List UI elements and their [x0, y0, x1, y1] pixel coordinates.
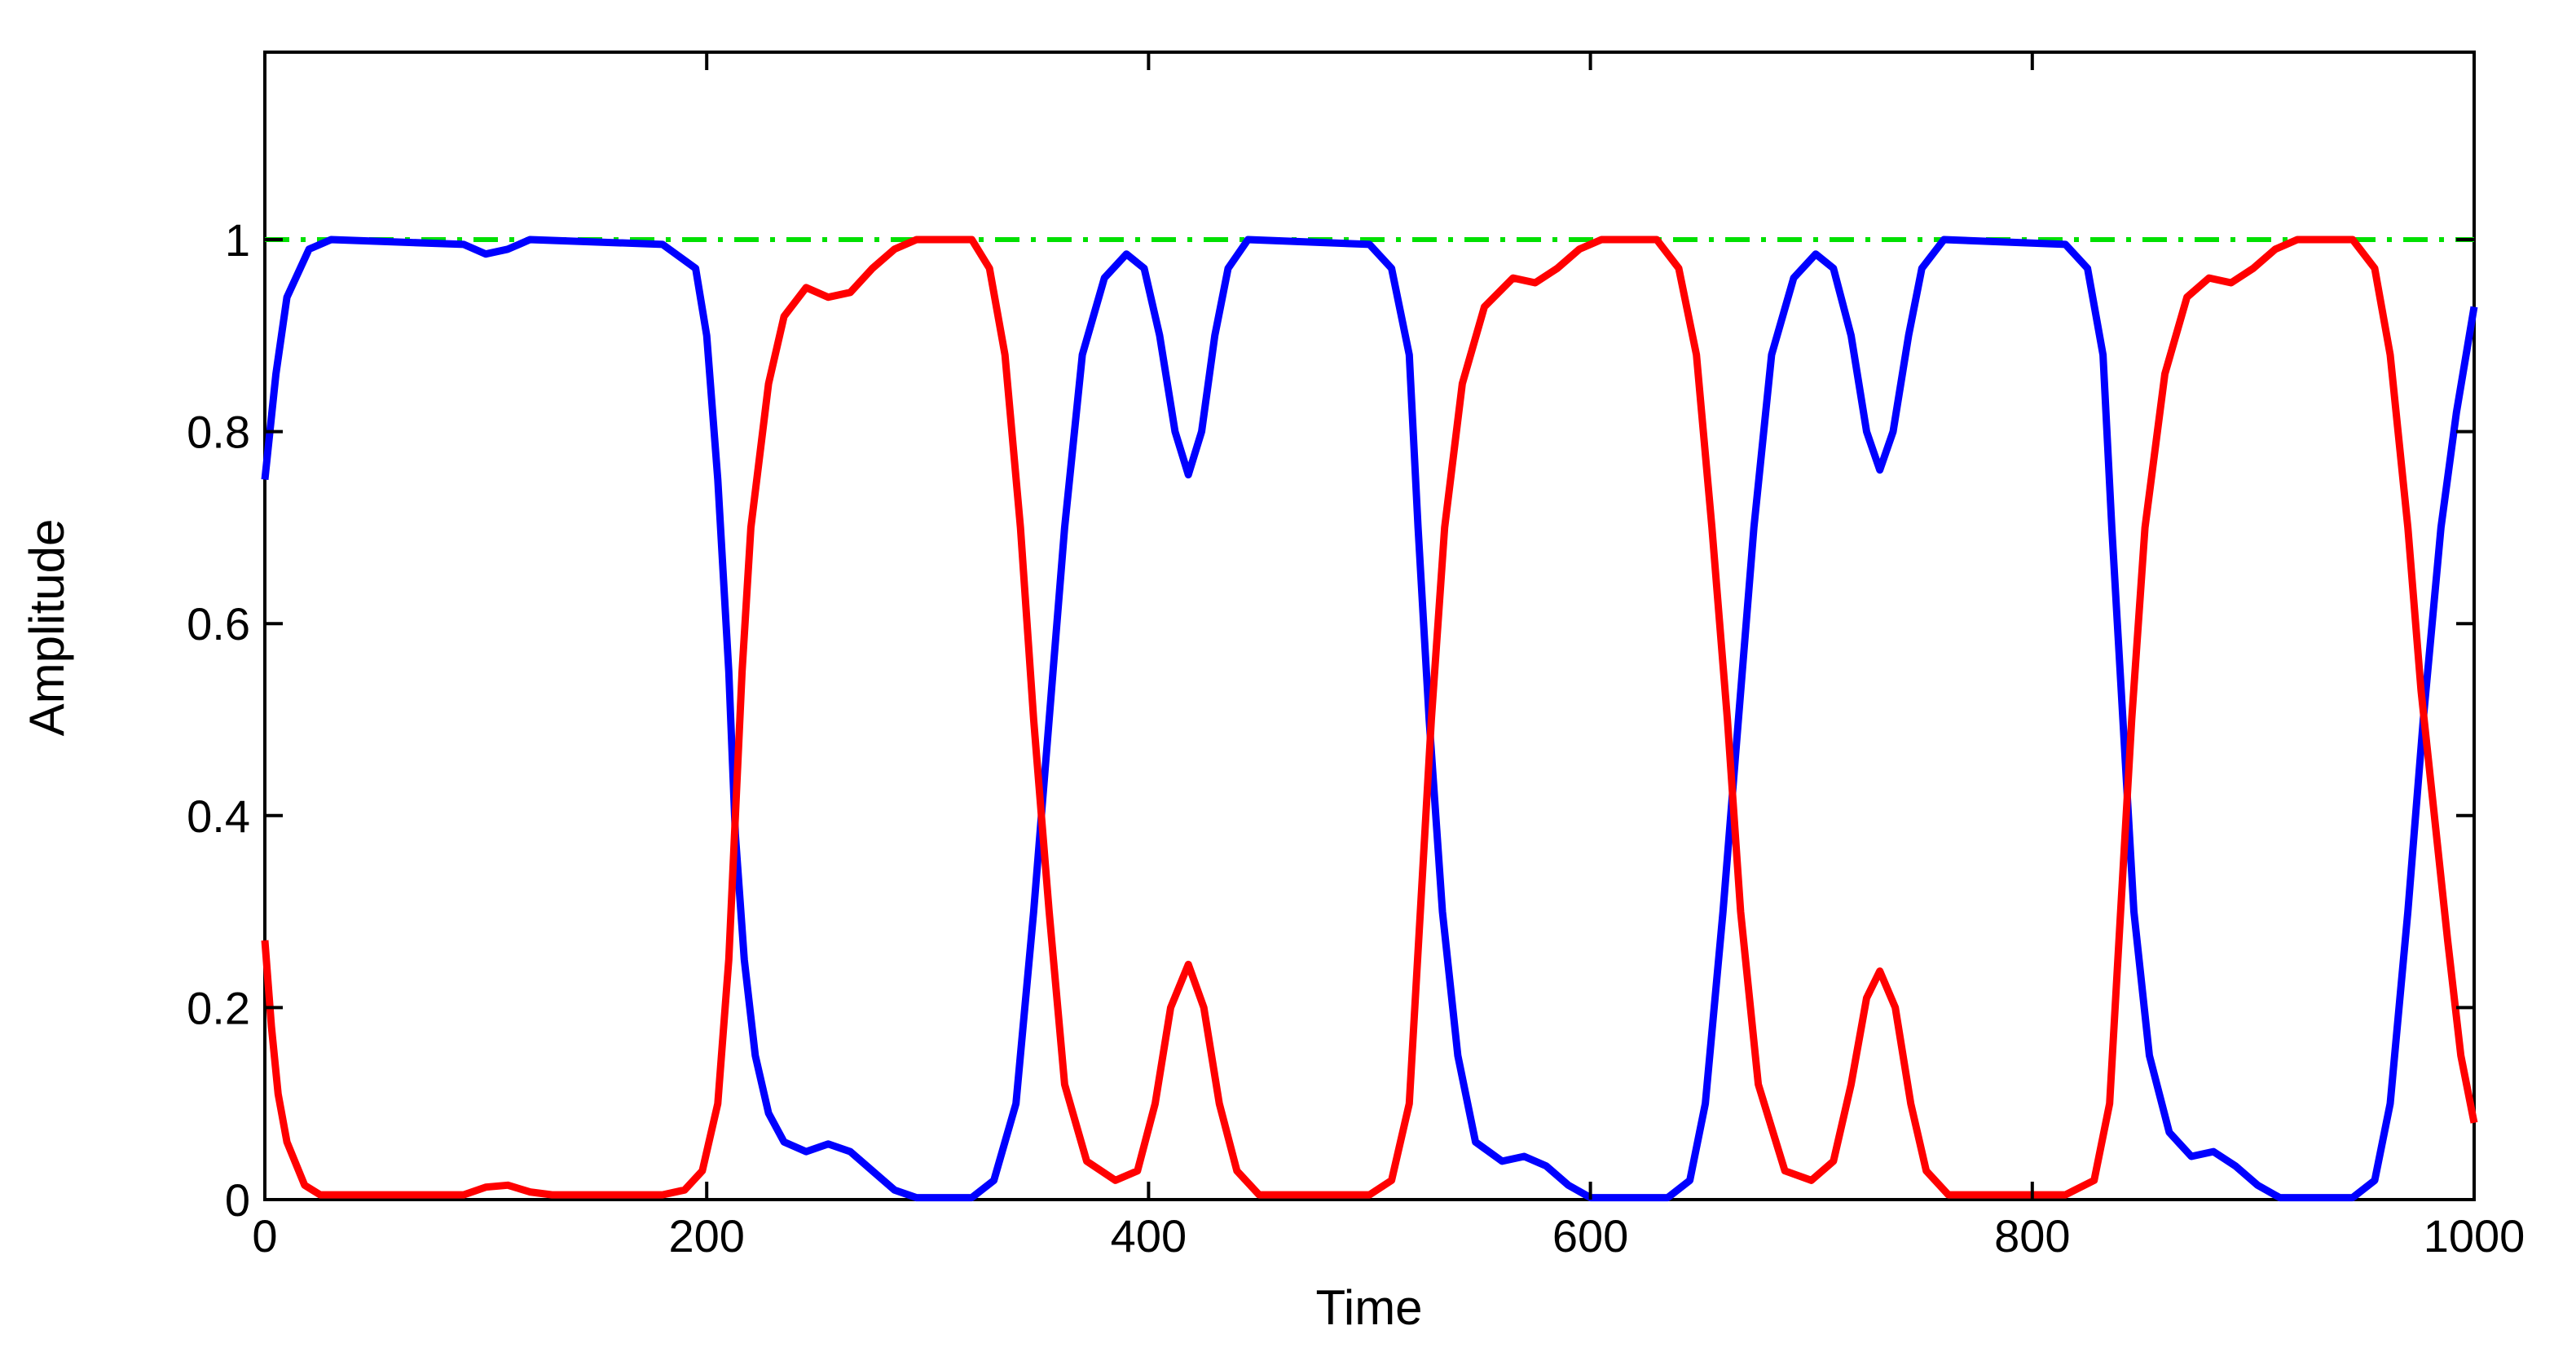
y-axis-title: Amplitude [20, 519, 74, 737]
x-tick-label-4: 800 [1994, 1210, 2070, 1262]
x-tick-label-2: 400 [1111, 1210, 1187, 1262]
series-line-red [261, 236, 2478, 1199]
x-tick-label-5: 1000 [2424, 1210, 2525, 1262]
y-tick-label-3: 0.6 [187, 598, 250, 650]
x-tick-label-0: 0 [252, 1210, 277, 1262]
y-tick-label-4: 0.8 [187, 407, 250, 458]
y-tick-label-2: 0.4 [187, 791, 250, 842]
tick-layer: 0 200 400 600 800 1000 0 0.2 0.4 0.6 0.8 1 [187, 52, 2525, 1262]
y-tick-label-5: 1 [225, 214, 250, 266]
y-tick-label-1: 0.2 [187, 982, 250, 1033]
series-layer [261, 236, 2478, 1202]
x-tick-label-1: 200 [668, 1210, 744, 1262]
x-axis-title: Time [1315, 1280, 1422, 1335]
x-tick-label-3: 600 [1552, 1210, 1628, 1262]
y-tick-label-0: 0 [225, 1174, 250, 1226]
